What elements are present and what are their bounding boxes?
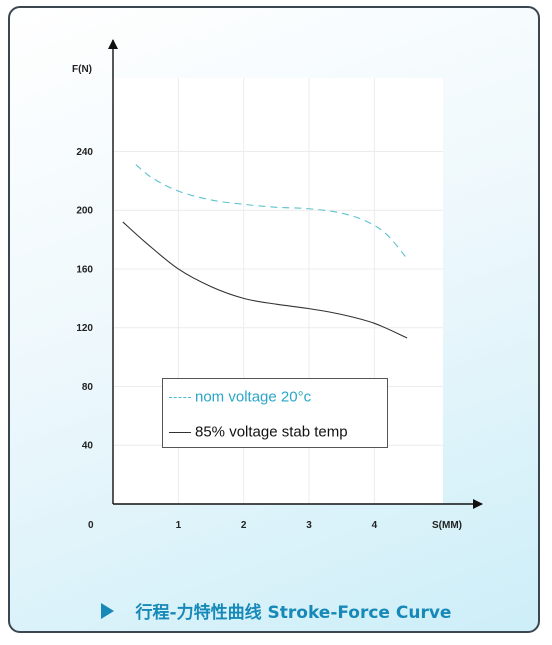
series-line-85-voltage [122,221,408,339]
tick-labels: 1 2 3 4 40 80 120 160 200 240 [76,147,377,531]
y-tick-label-1: 80 [82,382,94,393]
y-axis-label: F(N) [72,64,92,75]
legend-label-nom-voltage: nom voltage 20°c [195,388,312,406]
x-tick-label-2: 3 [306,520,312,531]
dashed-line-swatch-icon [169,396,191,398]
caption-text: 行程-力特性曲线 Stroke-Force Curve [135,603,452,623]
legend-item-85-voltage: 85% voltage stab temp [169,423,348,443]
legend-label-85-voltage: 85% voltage stab temp [195,423,348,441]
y-tick-label-0: 40 [82,441,94,452]
chart-caption: 行程-力特性曲线 Stroke-Force Curve [0,598,552,623]
origin-label: 0 [88,520,94,531]
legend-item-nom-voltage: nom voltage 20°c [169,388,311,408]
x-tick-label-3: 4 [372,520,378,531]
y-tick-label-4: 200 [76,206,93,217]
y-tick-label-2: 120 [76,323,93,334]
series-line-nom-voltage [135,164,408,260]
x-axis-label: S(MM) [432,520,462,531]
x-tick-label-1: 2 [241,520,247,531]
play-triangle-icon [100,603,114,619]
y-tick-label-3: 160 [76,264,93,275]
legend: nom voltage 20°c 85% voltage stab temp [162,378,388,448]
series-layer [122,164,408,339]
solid-line-swatch-icon [169,431,191,433]
y-tick-label-5: 240 [76,147,93,158]
x-tick-label-0: 1 [176,520,182,531]
